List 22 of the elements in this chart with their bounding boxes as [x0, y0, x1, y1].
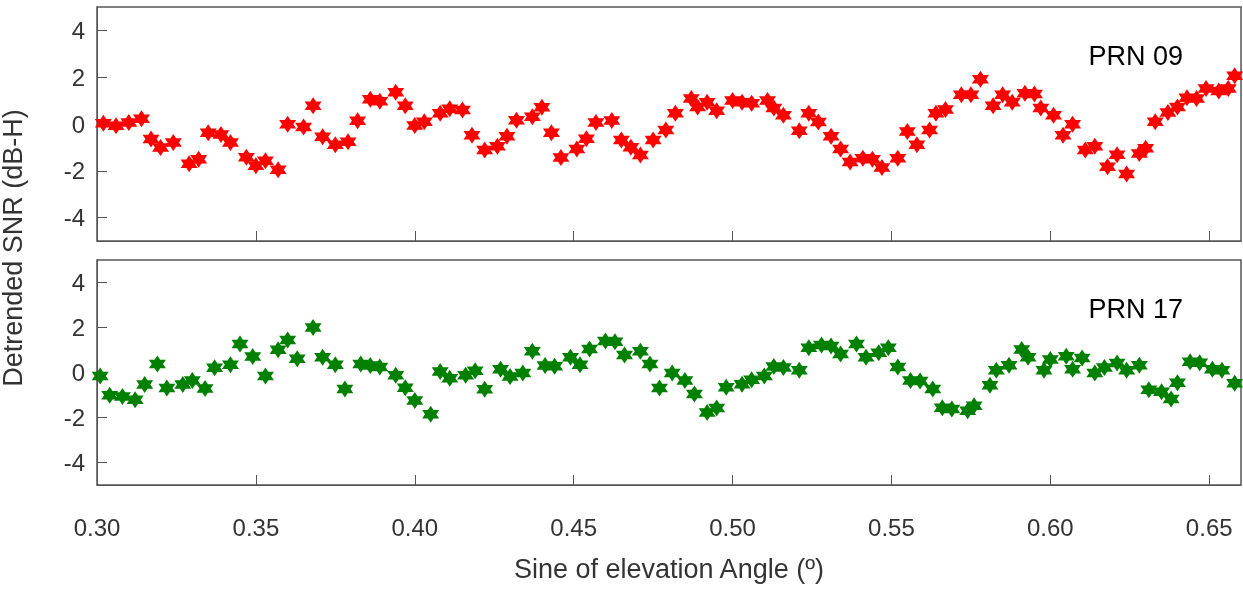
y-tick-label: 2 [71, 63, 85, 91]
annotation: PRN 09 [1088, 40, 1184, 71]
y-tick-label: -2 [63, 157, 85, 185]
y-tick-label: 4 [71, 16, 85, 44]
x-tick-label: 0.35 [232, 513, 280, 541]
annotation: PRN 17 [1088, 293, 1184, 324]
y-tick-label: -2 [63, 404, 85, 431]
y-tick-label: 4 [71, 269, 85, 296]
y-tick-label: -4 [63, 449, 85, 476]
x-tick-label: 0.45 [550, 513, 598, 541]
x-tick-label: 0.40 [391, 513, 439, 541]
x-tick-label: 0.50 [709, 513, 756, 541]
y-tick-label: -4 [63, 204, 85, 232]
y-tick-label: 0 [71, 110, 85, 138]
x-tick-label: 0.60 [1026, 513, 1074, 541]
x-tick-label: 0.30 [73, 513, 121, 541]
y-tick-label: 2 [71, 314, 85, 341]
y-axis-title: Detrended SNR (dB-H) [0, 109, 29, 387]
x-tick-label: 0.65 [1185, 513, 1233, 541]
x-tick-label: 0.55 [868, 513, 915, 541]
y-tick-label: 0 [71, 359, 85, 386]
x-axis-title: Sine of elevation Angle (º) [513, 553, 825, 584]
